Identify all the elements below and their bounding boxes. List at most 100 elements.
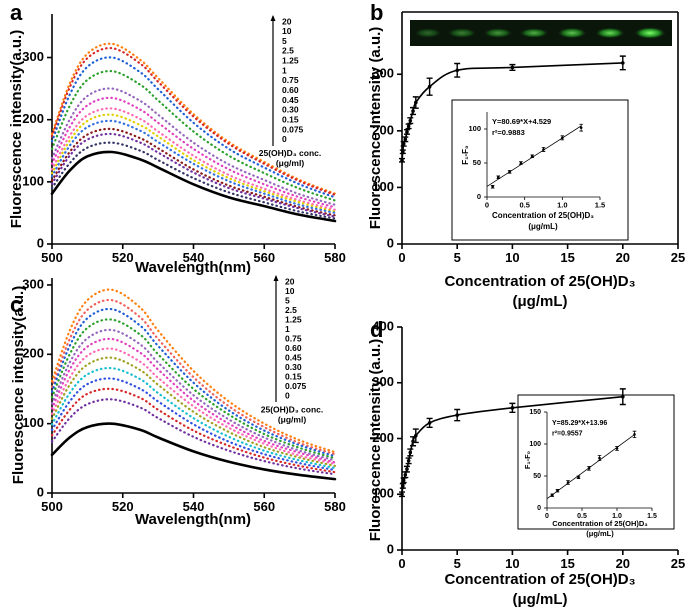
spectrum-line (50, 69, 337, 202)
spectrum-line (50, 288, 337, 454)
data-point (621, 61, 625, 65)
gel-band (447, 28, 477, 38)
x-tick-label: 560 (253, 250, 275, 265)
legend-label: 0 (285, 390, 290, 400)
x-tick-label: 20 (616, 556, 630, 571)
data-point (414, 433, 418, 438)
data-point (455, 68, 460, 73)
x-tick-label: 0.5 (577, 513, 587, 520)
annotation: r²=0.9883 (492, 128, 525, 137)
legend-label: 0.30 (285, 362, 302, 372)
spectrum-line (50, 366, 337, 470)
legend-label: 0.60 (285, 343, 302, 353)
x-tick-label: 0 (545, 513, 549, 520)
y-tick-label: 50 (473, 158, 481, 167)
y-tick-label: 0 (37, 235, 44, 250)
legend-arrowhead (270, 15, 276, 21)
legend-label: 10 (285, 286, 295, 296)
spectrum-line (50, 113, 337, 213)
spectrum-line (50, 377, 337, 472)
y-tick-label: 0 (477, 192, 481, 201)
spectrum-line (50, 119, 337, 215)
y-tick-label: 100 (22, 415, 44, 430)
data-point (408, 118, 413, 123)
y-axis-title: Fluorescence Intensity (a.u.) (367, 27, 384, 230)
spectrum-line (50, 422, 337, 481)
gel-band (595, 27, 625, 39)
panel-label: a (10, 0, 23, 25)
y-axis-title: Fluorescence intensity(a.u.) (10, 286, 27, 484)
spectrum-line (50, 150, 337, 223)
y-axis-title: F₁-F₀ (461, 145, 470, 165)
x-tick-label: 1.0 (612, 513, 622, 520)
x-tick-label: 25 (671, 556, 685, 571)
x-axis-title: Wavelength(nm) (135, 511, 251, 528)
y-axis-title: Fluorescence intensity(a.u.) (8, 30, 25, 228)
x-tick-label: 20 (616, 250, 630, 265)
data-point (510, 65, 515, 70)
data-point (615, 447, 619, 450)
legend-label: 2.5 (285, 305, 297, 315)
legend-title: (μg/ml) (276, 158, 305, 168)
data-point (403, 137, 408, 142)
legend-arrowhead (273, 275, 279, 281)
x-axis-title: (μg/mL) (513, 293, 568, 310)
data-point (406, 459, 411, 463)
y-axis-title: F₁-F₀ (523, 451, 532, 469)
spectrum-line (50, 87, 337, 206)
data-point (530, 154, 534, 158)
data-point (550, 493, 554, 497)
spectrum-line (50, 398, 337, 476)
x-tick-label: 0 (398, 556, 405, 571)
y-tick-label: 200 (22, 346, 44, 361)
annotation: r²=0.9557 (552, 430, 583, 437)
data-point (508, 170, 511, 174)
y-tick-label: 200 (22, 111, 44, 126)
x-axis-title: Concentration of 25(OH)D₃ (492, 211, 594, 220)
x-tick-label: 15 (560, 250, 574, 265)
legend-label: 0.30 (282, 105, 299, 115)
legend-label: 20 (282, 16, 292, 26)
legend-label: 2.5 (282, 46, 294, 56)
x-tick-label: 540 (183, 499, 205, 514)
legend-label: 1 (282, 65, 287, 75)
spectrum-line (50, 387, 337, 474)
spectrum-line (50, 356, 337, 468)
data-point (405, 130, 409, 134)
x-tick-label: 5 (454, 556, 461, 571)
data-point (491, 185, 494, 189)
gel-band (483, 28, 513, 38)
data-point (411, 109, 415, 113)
panel-label: c (10, 292, 22, 317)
inset-frame (451, 99, 629, 241)
data-point (519, 161, 523, 165)
legend-label: 1.25 (285, 314, 302, 324)
legend-label: 0.075 (285, 381, 307, 391)
y-tick-label: 0 (387, 541, 394, 556)
x-axis-title: (μg/mL) (528, 222, 558, 231)
data-point (577, 475, 580, 479)
y-tick-label: 0 (387, 235, 394, 250)
spectrum-line (50, 298, 337, 456)
y-tick-label: 300 (372, 66, 394, 81)
legend-label: 0.60 (282, 85, 299, 95)
data-point (633, 433, 636, 436)
data-point (510, 406, 515, 410)
legend-title: 25(OH)D₃ conc. (259, 148, 322, 158)
gel-band (557, 27, 587, 39)
data-point (455, 413, 460, 417)
y-tick-label: 0 (537, 505, 541, 512)
data-point (561, 136, 564, 140)
data-point (621, 394, 625, 399)
x-axis-title: (μg/mL) (513, 591, 568, 608)
annotation: Y=80.69*X+4.529 (492, 117, 551, 126)
data-point (579, 126, 583, 129)
y-tick-label: 100 (372, 179, 394, 194)
x-tick-label: 15 (560, 556, 574, 571)
x-tick-label: 0.5 (519, 201, 529, 210)
legend-label: 0.75 (285, 333, 302, 343)
y-tick-label: 100 (22, 173, 44, 188)
legend-label: 0.075 (282, 124, 304, 134)
y-tick-label: 0 (37, 484, 44, 499)
x-axis-title: (μg/mL) (586, 529, 614, 538)
